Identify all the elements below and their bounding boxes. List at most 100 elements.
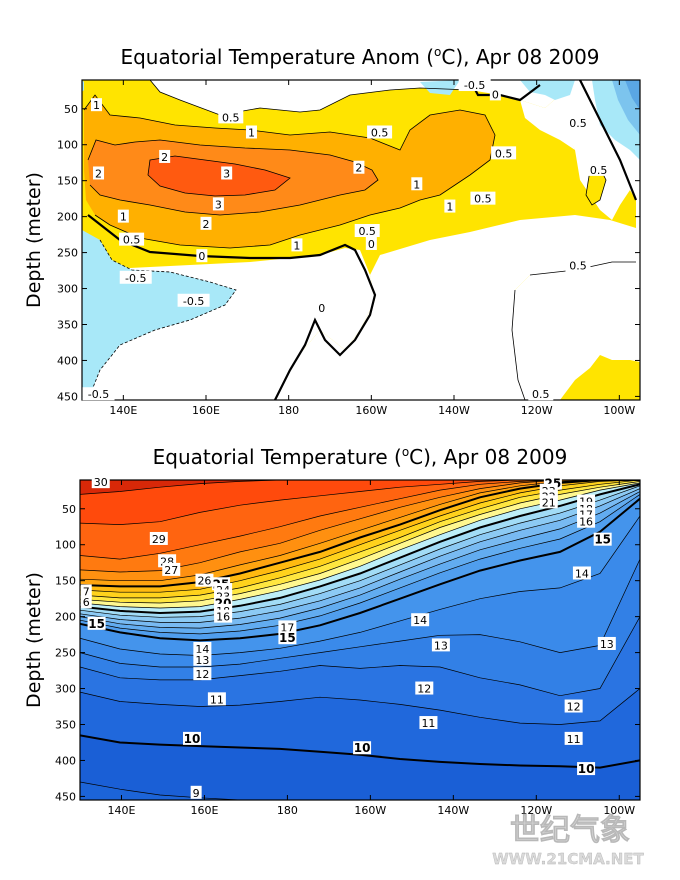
contour-label: 0.5 bbox=[569, 117, 587, 130]
contour-label: 10 bbox=[578, 762, 595, 776]
isotherm-14 bbox=[80, 515, 640, 656]
contour-label: 2 bbox=[95, 167, 102, 180]
contour-label-bg bbox=[577, 762, 596, 776]
contour-label: 12 bbox=[417, 683, 431, 696]
contour-label-bg bbox=[470, 191, 496, 205]
y-tick-label: 300 bbox=[55, 683, 76, 696]
contour-label-bg bbox=[415, 681, 434, 695]
contour-label-bg bbox=[190, 785, 202, 799]
x-tick-label: 160E bbox=[190, 804, 218, 817]
temperature-y-axis-label: Depth (meter) bbox=[23, 572, 45, 708]
x-tick-label: 140E bbox=[109, 404, 137, 417]
x-tick-label: 120W bbox=[520, 804, 552, 817]
contour-label-bg bbox=[458, 78, 491, 92]
contour-label: 1 bbox=[93, 99, 100, 112]
contour-label-bg bbox=[278, 631, 297, 645]
x-tick-label: 100W bbox=[603, 804, 635, 817]
isotherm-15 bbox=[80, 497, 640, 642]
y-tick-label: 250 bbox=[55, 647, 76, 660]
contour-label: 16 bbox=[216, 611, 230, 624]
contour-label: 10 bbox=[354, 741, 371, 755]
contour-label-bg bbox=[419, 716, 438, 730]
contour-label: 14 bbox=[413, 614, 427, 627]
contour-label: 13 bbox=[434, 639, 448, 652]
contour-label-bg bbox=[212, 197, 224, 211]
x-tick-label: 140W bbox=[437, 804, 469, 817]
contour-label-bg bbox=[491, 146, 517, 160]
contour-label: 11 bbox=[210, 693, 224, 706]
y-tick-label: 200 bbox=[55, 611, 76, 624]
y-tick-label: 350 bbox=[55, 718, 76, 731]
isotherm-16 bbox=[80, 494, 640, 635]
contour-label: 0.5 bbox=[371, 126, 389, 139]
contour-label-bg bbox=[564, 731, 583, 745]
anomaly-y-axis-label: Depth (meter) bbox=[23, 172, 45, 308]
contour-label-bg bbox=[411, 177, 423, 191]
contour-label-bg bbox=[528, 387, 554, 401]
contour-label-bg bbox=[177, 293, 210, 307]
contour-label-bg bbox=[221, 166, 233, 180]
isotherm-20 bbox=[80, 483, 640, 615]
contour-label: -0.5 bbox=[125, 272, 146, 285]
x-tick-label: 140E bbox=[108, 804, 136, 817]
contour-label-bg bbox=[353, 160, 365, 174]
contour-label: 17 bbox=[280, 621, 294, 634]
contour-label: 2 bbox=[161, 151, 168, 164]
contour-label-bg bbox=[159, 149, 171, 163]
contour-label: 11 bbox=[567, 733, 581, 746]
temperature-x-ticks: 140E 160E 180 160W 140W 120W 100W bbox=[108, 480, 635, 817]
contour-label-bg bbox=[565, 258, 591, 272]
y-tick-label: 50 bbox=[64, 103, 78, 116]
contour-label: 0.5 bbox=[222, 111, 240, 124]
contour-label-bg bbox=[353, 741, 372, 755]
contour-label-bg bbox=[431, 638, 450, 652]
isotherm-11 bbox=[80, 688, 640, 725]
watermark-url: WWW.21CMA.NET bbox=[492, 850, 644, 868]
contour-label: -0.5 bbox=[183, 295, 204, 308]
site-watermark: 世纪气象 WWW.21CMA.NET bbox=[492, 813, 645, 869]
contour-label-bg bbox=[489, 87, 501, 101]
contour-label-bg bbox=[365, 236, 377, 250]
isotherm-30 bbox=[80, 480, 640, 495]
isotherm-29 bbox=[80, 480, 640, 525]
contour-label-bg bbox=[597, 636, 616, 650]
contour-label-bg bbox=[577, 514, 596, 528]
contour-label: 0.5 bbox=[590, 164, 608, 177]
y-tick-label: 350 bbox=[57, 318, 78, 331]
isotherm-band-30 bbox=[80, 480, 640, 495]
contour-label-bg bbox=[207, 692, 226, 706]
contour-label-bg bbox=[354, 224, 380, 238]
contour-label: 0.5 bbox=[569, 260, 587, 273]
contour-label: 15 bbox=[594, 533, 611, 547]
x-tick-label: 180 bbox=[278, 404, 299, 417]
contour-label-bg bbox=[193, 667, 212, 681]
contour-label-bg bbox=[291, 238, 303, 252]
contour-label-bg bbox=[90, 98, 102, 112]
contour-label-bg bbox=[91, 475, 110, 489]
x-tick-label: 100W bbox=[603, 404, 635, 417]
contour-label: 21 bbox=[542, 496, 556, 509]
y-tick-label: 150 bbox=[55, 575, 76, 588]
contour-label-bg bbox=[80, 584, 92, 598]
contour-label: 15 bbox=[88, 617, 105, 631]
y-tick-label: 300 bbox=[57, 283, 78, 296]
x-tick-label: 160E bbox=[192, 404, 220, 417]
isotherm-10 bbox=[80, 734, 640, 769]
contour-label: 0 bbox=[198, 250, 205, 263]
contour-label-bg bbox=[586, 162, 612, 176]
contour-label: 9 bbox=[193, 787, 200, 800]
contour-label: 27 bbox=[164, 564, 178, 577]
x-tick-label: 140W bbox=[438, 404, 470, 417]
contour-label: 0.5 bbox=[474, 193, 492, 206]
contour-label-bg bbox=[411, 613, 430, 627]
contour-label-bg bbox=[214, 609, 233, 623]
contour-label: 1 bbox=[446, 201, 453, 214]
isotherm-13 bbox=[80, 558, 640, 668]
isotherm-18 bbox=[80, 488, 640, 623]
contour-label-bg bbox=[149, 531, 168, 545]
temperature-y-ticks: 50 100 150 200 250 300 350 400 450 bbox=[55, 503, 640, 803]
isotherm-17 bbox=[80, 491, 640, 629]
contour-label-bg bbox=[80, 595, 92, 609]
anomaly-plot-frame bbox=[81, 79, 641, 401]
contour-label-bg bbox=[278, 620, 297, 634]
